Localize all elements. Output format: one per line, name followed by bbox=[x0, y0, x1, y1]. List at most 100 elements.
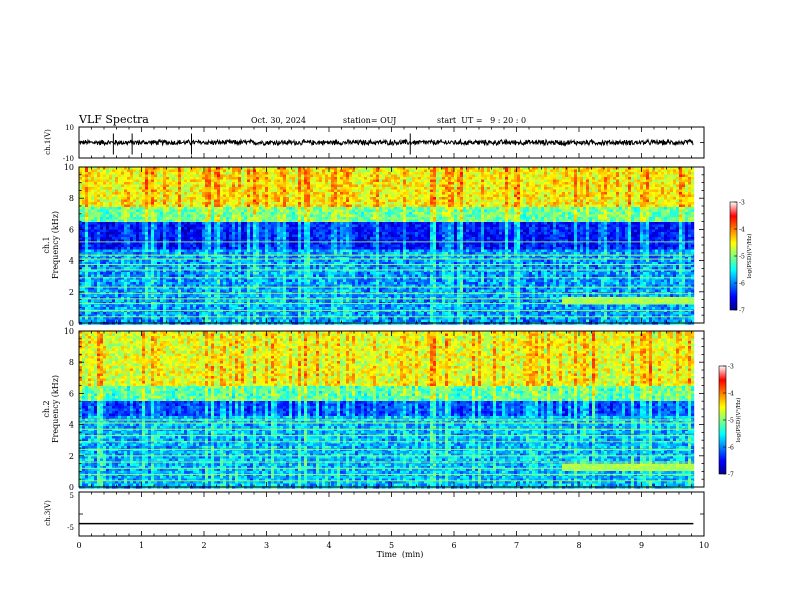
spectrogram-cell bbox=[166, 300, 169, 303]
spectrogram-cell bbox=[85, 192, 88, 195]
spectrogram-cell bbox=[217, 192, 220, 195]
spectrogram-cell bbox=[262, 215, 265, 218]
spectrogram-cell bbox=[145, 290, 148, 293]
spectrogram-cell bbox=[271, 235, 274, 238]
spectrogram-cell bbox=[307, 187, 310, 190]
spectrogram-cell bbox=[121, 317, 124, 320]
spectrogram-cell bbox=[289, 232, 292, 235]
spectrogram-cell bbox=[151, 200, 154, 203]
spectrogram-cell bbox=[85, 267, 88, 270]
spectrogram-cell bbox=[130, 222, 133, 225]
spectrogram-cell bbox=[124, 200, 127, 203]
spectrogram-cell bbox=[298, 260, 301, 263]
spectrogram-cell bbox=[196, 175, 199, 178]
spectrogram-cell bbox=[196, 272, 199, 275]
spectrogram-cell bbox=[226, 275, 229, 278]
spectrogram-cell bbox=[214, 175, 217, 178]
spectrogram-cell bbox=[292, 252, 295, 255]
spectrogram-cell bbox=[229, 307, 232, 310]
spectrogram-cell bbox=[124, 320, 127, 323]
spectrogram-cell bbox=[277, 205, 280, 208]
spectrogram-cell bbox=[181, 267, 184, 270]
spectrogram-cell bbox=[199, 230, 202, 233]
spectrogram-cell bbox=[169, 182, 172, 185]
spectrogram-cell bbox=[136, 250, 139, 253]
spectrogram-cell bbox=[199, 247, 202, 250]
spectrogram-cell bbox=[298, 215, 301, 218]
spectrogram-cell bbox=[295, 232, 298, 235]
spectrogram-cell bbox=[193, 275, 196, 278]
spectrogram-cell bbox=[268, 247, 271, 250]
spectrogram-cell bbox=[127, 227, 130, 230]
spectrogram-cell bbox=[256, 247, 259, 250]
spectrogram-cell bbox=[196, 170, 199, 173]
spectrogram-cell bbox=[208, 212, 211, 215]
spectrogram-cell bbox=[181, 235, 184, 238]
spectrogram-cell bbox=[133, 237, 136, 240]
spectrogram-cell bbox=[178, 212, 181, 215]
spectrogram-cell bbox=[157, 275, 160, 278]
spectrogram-cell bbox=[112, 172, 115, 175]
spectrogram-cell bbox=[103, 207, 106, 210]
spectrogram-cell bbox=[274, 190, 277, 193]
spectrogram-cell bbox=[121, 280, 124, 283]
spectrogram-cell bbox=[157, 320, 160, 323]
spectrogram-cell bbox=[112, 237, 115, 240]
spectrogram-cell bbox=[202, 207, 205, 210]
spectrogram-cell bbox=[202, 312, 205, 315]
spectrogram-cell bbox=[250, 217, 253, 220]
spectrogram-cell bbox=[292, 200, 295, 203]
spectrogram-cell bbox=[286, 235, 289, 238]
spectrogram-cell bbox=[166, 212, 169, 215]
spectrogram-cell bbox=[112, 235, 115, 238]
spectrogram-cell bbox=[235, 177, 238, 180]
spectrogram-cell bbox=[295, 260, 298, 263]
spectrogram-cell bbox=[100, 282, 103, 285]
spectrogram-cell bbox=[286, 247, 289, 250]
spectrogram-cell bbox=[226, 195, 229, 198]
spectrogram-cell bbox=[100, 235, 103, 238]
spectrogram-cell bbox=[238, 205, 241, 208]
spectrogram-cell bbox=[211, 267, 214, 270]
spectrogram-cell bbox=[265, 227, 268, 230]
spectrogram-cell bbox=[268, 207, 271, 210]
spectrogram-cell bbox=[163, 207, 166, 210]
spectrogram-cell bbox=[202, 282, 205, 285]
spectrogram-cell bbox=[118, 230, 121, 233]
spectrogram-cell bbox=[85, 205, 88, 208]
spectrogram-cell bbox=[142, 195, 145, 198]
spectrogram-cell bbox=[304, 230, 307, 233]
spectrogram-cell bbox=[100, 275, 103, 278]
spectrogram-cell bbox=[265, 230, 268, 233]
spectrogram-cell bbox=[307, 237, 310, 240]
spectrogram-cell bbox=[136, 237, 139, 240]
spectrogram-cell bbox=[235, 185, 238, 188]
spectrogram-cell bbox=[268, 232, 271, 235]
spectrogram-cell bbox=[112, 170, 115, 173]
spectrogram-cell bbox=[85, 312, 88, 315]
spectrogram-cell bbox=[142, 220, 145, 223]
spectrogram-cell bbox=[208, 180, 211, 183]
spectrogram-cell bbox=[163, 230, 166, 233]
spectrogram-cell bbox=[172, 312, 175, 315]
spectrogram-cell bbox=[157, 260, 160, 263]
spectrogram-cell bbox=[289, 275, 292, 278]
spectrogram-cell bbox=[298, 290, 301, 293]
spectrogram-cell bbox=[154, 307, 157, 310]
spectrogram-cell bbox=[229, 172, 232, 175]
spectrogram-cell bbox=[253, 170, 256, 173]
spectrogram-cell bbox=[202, 222, 205, 225]
spectrogram-cell bbox=[130, 220, 133, 223]
spectrogram-cell bbox=[133, 247, 136, 250]
spectrogram-cell bbox=[157, 305, 160, 308]
spectrogram-cell bbox=[277, 307, 280, 310]
spectrogram-cell bbox=[196, 300, 199, 303]
spectrogram-cell bbox=[283, 232, 286, 235]
spectrogram-cell bbox=[247, 312, 250, 315]
spectrogram-cell bbox=[289, 215, 292, 218]
spectrogram-cell bbox=[262, 170, 265, 173]
spectrogram-cell bbox=[301, 305, 304, 308]
spectrogram-cell bbox=[244, 232, 247, 235]
spectrogram-cell bbox=[235, 317, 238, 320]
spectrogram-cell bbox=[145, 237, 148, 240]
